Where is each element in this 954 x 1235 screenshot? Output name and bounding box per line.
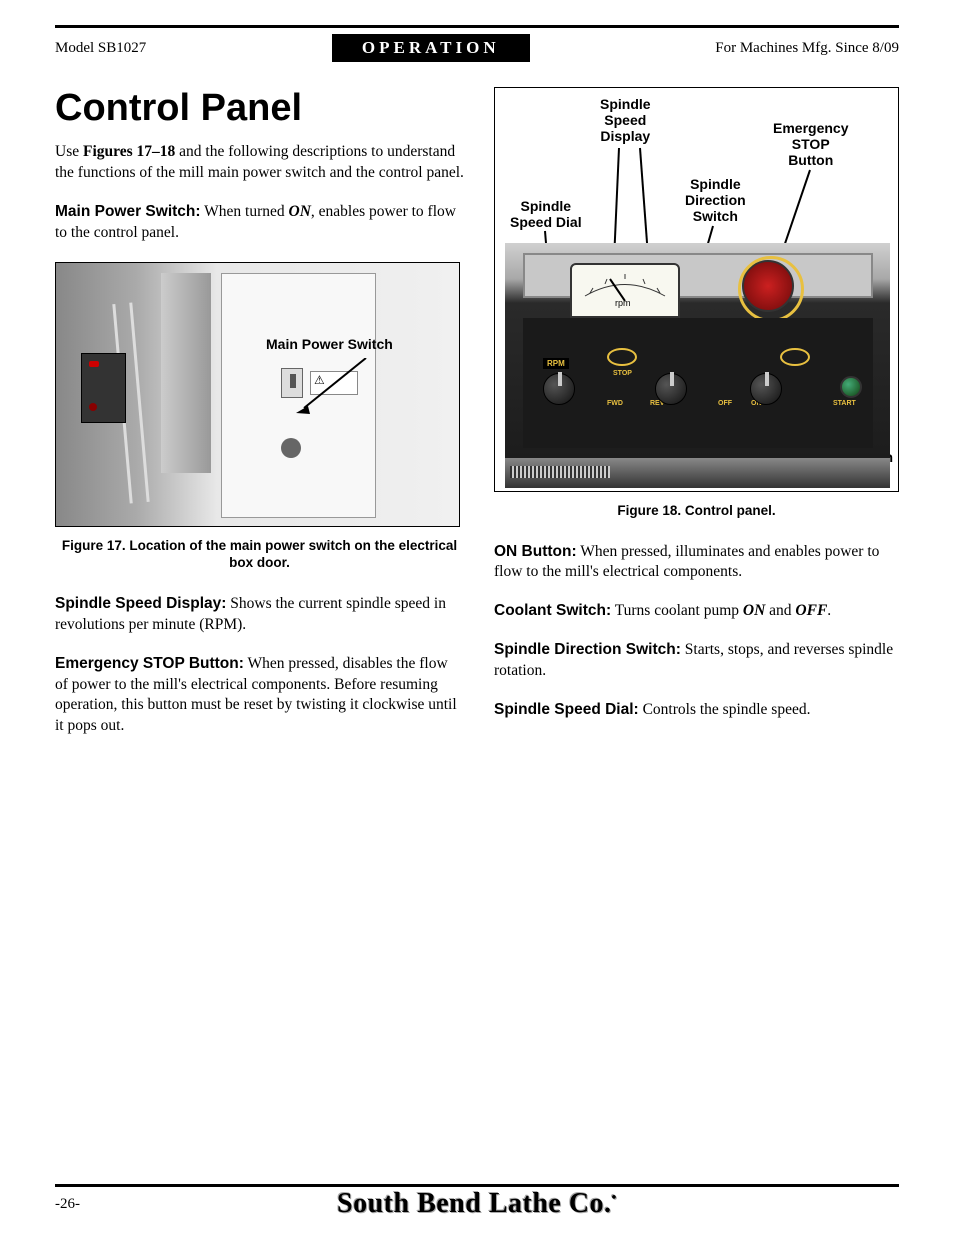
footer-rule bbox=[55, 1184, 899, 1187]
fig18-dial-label: SpindleSpeed Dial bbox=[510, 198, 582, 230]
page-footer: -26- South Bend Lathe Co.• bbox=[55, 1184, 899, 1213]
fig17-arrow bbox=[296, 358, 376, 428]
header-section: OPERATION bbox=[332, 34, 530, 62]
coolant-mid: and bbox=[765, 602, 795, 619]
header-rule bbox=[55, 25, 899, 28]
dial-text: Controls the spindle speed. bbox=[639, 701, 811, 718]
intro-prefix: Use bbox=[55, 143, 83, 160]
coolant-post: . bbox=[827, 602, 831, 619]
header-date: For Machines Mfg. Since 8/09 bbox=[715, 40, 899, 57]
fig18-estop-button bbox=[742, 260, 794, 312]
direction-label: Spindle Direction Switch: bbox=[494, 641, 681, 658]
fig18-direction-knob bbox=[655, 373, 687, 405]
page-title: Control Panel bbox=[55, 87, 464, 130]
page-number: -26- bbox=[55, 1196, 80, 1213]
right-column: SpindleSpeedDisplay EmergencySTOPButton … bbox=[494, 87, 899, 755]
fig17-machine bbox=[61, 273, 201, 523]
fig18-off-text: OFF bbox=[718, 400, 732, 407]
fig18-scale bbox=[510, 466, 610, 478]
fig18-fwd-text: FWD bbox=[607, 400, 623, 407]
main-power-on: ON bbox=[289, 203, 311, 220]
footer-spacer bbox=[895, 1195, 899, 1213]
spindle-direction-paragraph: Spindle Direction Switch: Starts, stops,… bbox=[494, 640, 899, 682]
footer-row: -26- South Bend Lathe Co.• bbox=[55, 1195, 899, 1213]
fig18-ssd-label: SpindleSpeedDisplay bbox=[600, 96, 651, 144]
estop-label: Emergency STOP Button: bbox=[55, 655, 244, 672]
on-button-paragraph: ON Button: When pressed, illuminates and… bbox=[494, 542, 899, 584]
onbtn-label: ON Button: bbox=[494, 543, 577, 560]
figure-17-caption: Figure 17. Location of the main power sw… bbox=[55, 537, 464, 572]
fig18-start-text: START bbox=[833, 400, 856, 407]
dial-label: Spindle Speed Dial: bbox=[494, 701, 639, 718]
coolant-switch-paragraph: Coolant Switch: Turns coolant pump ON an… bbox=[494, 601, 899, 622]
fig17-side-panel bbox=[81, 353, 126, 423]
fig18-rpm-knob bbox=[543, 373, 575, 405]
fig18-coolant-knob bbox=[750, 373, 782, 405]
figure-18-caption: Figure 18. Control panel. bbox=[494, 502, 899, 520]
header-model: Model SB1027 bbox=[55, 40, 146, 57]
fig17-knob-btn bbox=[89, 403, 97, 411]
intro-figref: Figures 17–18 bbox=[83, 143, 175, 160]
fig18-gauge-ticks bbox=[580, 271, 670, 301]
fig17-red-btn bbox=[89, 361, 99, 367]
coolant-off: OFF bbox=[795, 602, 827, 619]
main-power-pre: When turned bbox=[201, 203, 289, 220]
fig18-start-button bbox=[840, 376, 862, 398]
intro-paragraph: Use Figures 17–18 and the following desc… bbox=[55, 142, 464, 184]
fig18-stop-text: STOP bbox=[613, 370, 632, 377]
coolant-label: Coolant Switch: bbox=[494, 602, 611, 619]
main-power-label: Main Power Switch: bbox=[55, 203, 201, 220]
fig17-column bbox=[161, 273, 211, 473]
emergency-stop-paragraph: Emergency STOP Button: When pressed, dis… bbox=[55, 654, 464, 738]
main-power-paragraph: Main Power Switch: When turned ON, enabl… bbox=[55, 202, 464, 244]
coolant-pre: Turns coolant pump bbox=[611, 602, 743, 619]
fig18-plate1 bbox=[607, 348, 637, 366]
fig18-estop-label: EmergencySTOPButton bbox=[773, 120, 848, 168]
page-header: Model SB1027 OPERATION For Machines Mfg.… bbox=[55, 34, 899, 62]
company-name: South Bend Lathe Co.• bbox=[337, 1188, 617, 1220]
figure-18: SpindleSpeedDisplay EmergencySTOPButton … bbox=[494, 87, 899, 492]
fig17-switch-label: Main Power Switch bbox=[266, 336, 393, 352]
fig18-dark-panel bbox=[523, 318, 873, 448]
ssd-label: Spindle Speed Display: bbox=[55, 595, 226, 612]
spindle-speed-dial-paragraph: Spindle Speed Dial: Controls the spindle… bbox=[494, 700, 899, 721]
fig17-door-knob bbox=[281, 438, 301, 458]
fig18-rpmtext: RPM bbox=[543, 358, 569, 369]
company-text: South Bend Lathe Co. bbox=[337, 1188, 612, 1219]
spindle-speed-display-paragraph: Spindle Speed Display: Shows the current… bbox=[55, 594, 464, 636]
coolant-on: ON bbox=[743, 602, 765, 619]
fig18-plate2 bbox=[780, 348, 810, 366]
fig18-direction-label: SpindleDirectionSwitch bbox=[685, 176, 746, 224]
left-column: Control Panel Use Figures 17–18 and the … bbox=[55, 87, 464, 755]
figure-17: Main Power Switch bbox=[55, 262, 460, 527]
content-columns: Control Panel Use Figures 17–18 and the … bbox=[55, 87, 899, 755]
company-mark: • bbox=[612, 1191, 617, 1206]
